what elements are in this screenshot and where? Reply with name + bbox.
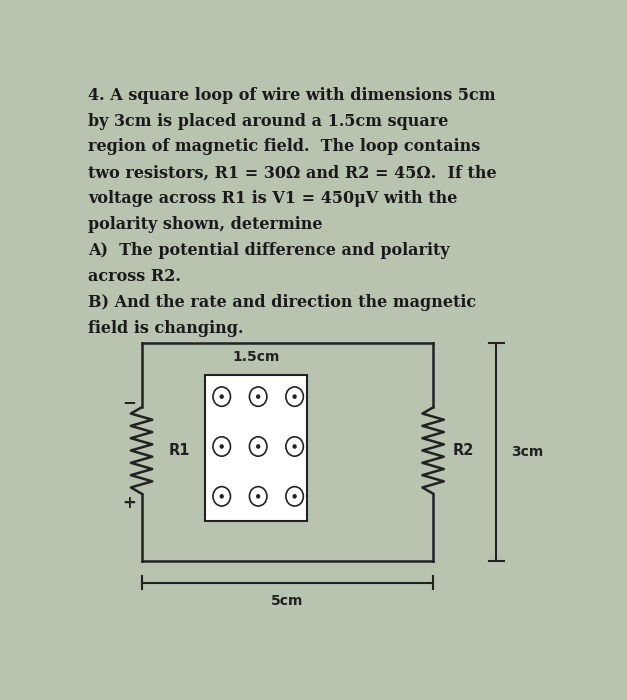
Text: B) And the rate and direction the magnetic: B) And the rate and direction the magnet…: [88, 294, 477, 311]
Text: 5cm: 5cm: [271, 594, 303, 608]
Text: −: −: [122, 393, 136, 411]
Text: R1: R1: [168, 443, 190, 458]
Text: by 3cm is placed around a 1.5cm square: by 3cm is placed around a 1.5cm square: [88, 113, 448, 130]
Circle shape: [220, 445, 223, 448]
Text: +: +: [122, 494, 136, 512]
Text: field is changing.: field is changing.: [88, 319, 244, 337]
Circle shape: [293, 495, 296, 498]
Text: R2: R2: [453, 443, 474, 458]
Text: two resistors, R1 = 30Ω and R2 = 45Ω.  If the: two resistors, R1 = 30Ω and R2 = 45Ω. If…: [88, 164, 497, 181]
Text: polarity shown, determine: polarity shown, determine: [88, 216, 323, 233]
Circle shape: [256, 445, 260, 448]
Text: region of magnetic field.  The loop contains: region of magnetic field. The loop conta…: [88, 139, 480, 155]
Text: voltage across R1 is V1 = 450μV with the: voltage across R1 is V1 = 450μV with the: [88, 190, 458, 207]
Circle shape: [220, 395, 223, 398]
Circle shape: [256, 495, 260, 498]
Text: 1.5cm: 1.5cm: [232, 350, 280, 364]
Text: 3cm: 3cm: [511, 445, 543, 459]
Circle shape: [293, 395, 296, 398]
Text: 4. A square loop of wire with dimensions 5cm: 4. A square loop of wire with dimensions…: [88, 87, 495, 104]
Bar: [204, 375, 307, 521]
Circle shape: [293, 445, 296, 448]
Circle shape: [256, 395, 260, 398]
Text: across R2.: across R2.: [88, 268, 181, 285]
Text: A)  The potential difference and polarity: A) The potential difference and polarity: [88, 242, 450, 259]
Circle shape: [220, 495, 223, 498]
